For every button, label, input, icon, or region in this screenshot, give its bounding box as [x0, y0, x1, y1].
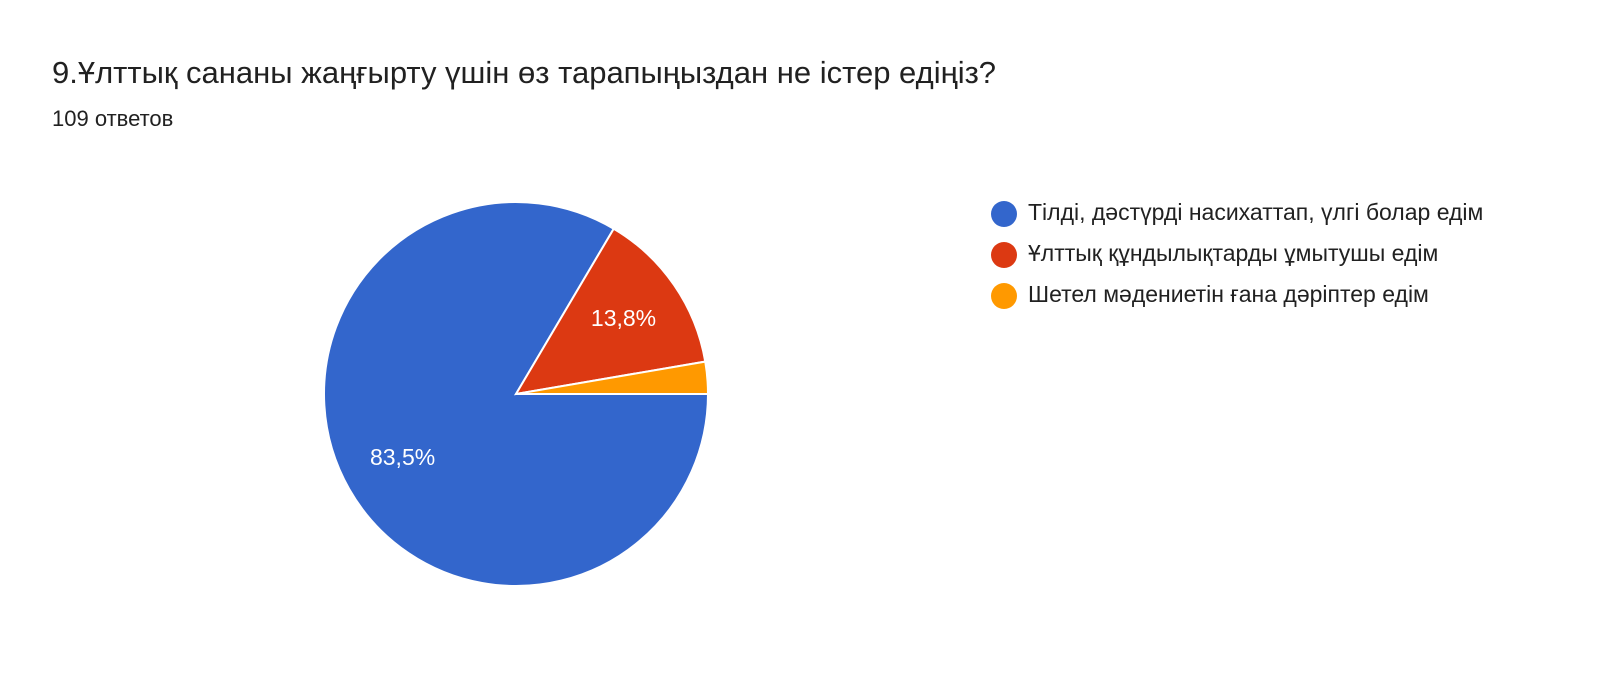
- pie-slice: [514, 227, 707, 396]
- legend-label: Тілді, дәстүрді насихаттап, үлгі болар е…: [1028, 199, 1483, 225]
- legend-marker: [991, 201, 1017, 227]
- chart-subtitle: 109 ответов: [52, 106, 173, 131]
- legend-marker: [991, 283, 1017, 309]
- slice-label: 83,5%: [370, 444, 435, 470]
- pie-slice: [323, 201, 710, 587]
- slice-label: 13,8%: [591, 305, 656, 331]
- legend-label: Ұлттық құндылықтарды ұмытушы едім: [1028, 240, 1438, 266]
- legend-marker: [991, 242, 1017, 268]
- pie-slice: [515, 360, 710, 395]
- legend-label: Шетел мәдениетін ғана дәріптер едім: [1028, 281, 1429, 307]
- chart-title: 9.Ұлттық сананы жаңғырту үшін өз тарапың…: [52, 55, 996, 90]
